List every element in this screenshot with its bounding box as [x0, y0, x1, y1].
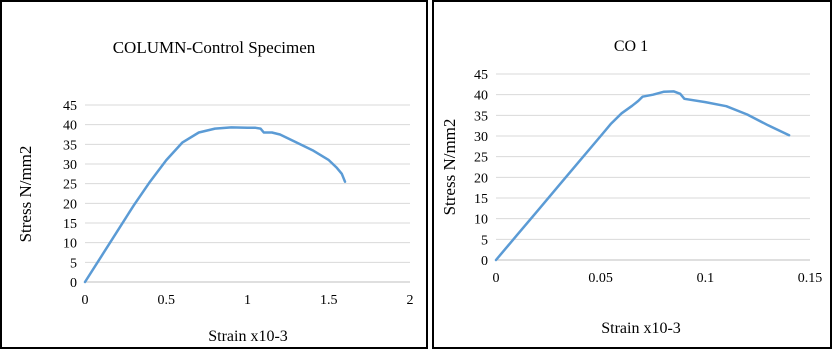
chart-title: CO 1 — [614, 38, 648, 55]
x-axis-label: Strain x10-3 — [601, 320, 681, 337]
chart-control-svg: 0 5 10 15 20 25 30 35 40 45 0 0.5 1 1.5 2 COLUMN-Contro… — [16, 38, 414, 345]
y-tick-label: 20 — [474, 171, 488, 186]
chart-panel-control: 0 5 10 15 20 25 30 35 40 45 0 0.5 1 1.5 2 COLUMN-Contro… — [0, 0, 428, 349]
y-tick-label: 40 — [474, 89, 488, 104]
x-tick-label: 0 — [82, 293, 89, 308]
y-tick-label: 25 — [63, 178, 77, 193]
y-tick-label: 35 — [474, 109, 488, 124]
y-tick-label: 20 — [63, 197, 77, 212]
y-tick-label: 35 — [63, 138, 77, 153]
y-tick-label: 15 — [474, 192, 488, 207]
y-tick-label: 45 — [63, 99, 77, 114]
y-tick-label: 45 — [474, 68, 488, 83]
panel-divider — [428, 0, 432, 349]
chart-panel-co1: 0 5 10 15 20 25 30 35 40 45 0 0.05 0.1 0.15 CO 1 Strain… — [432, 0, 832, 349]
y-tick-label: 30 — [474, 130, 488, 145]
x-tick-label: 2 — [407, 293, 414, 308]
x-tick-label: 1 — [244, 293, 251, 308]
y-axis-label: Stress N/mm2 — [440, 119, 459, 216]
y-tick-label: 15 — [63, 217, 77, 232]
chart-title: COLUMN-Control Specimen — [113, 38, 316, 57]
y-tick-label: 10 — [474, 213, 488, 228]
data-series-line — [494, 90, 791, 262]
chart-co1-svg: 0 5 10 15 20 25 30 35 40 45 0 0.05 0.1 0.15 CO 1 Strain… — [440, 38, 823, 337]
x-axis-label: Strain x10-3 — [208, 328, 288, 345]
y-tick-label: 40 — [63, 119, 77, 134]
y-axis-label: Stress N/mm2 — [16, 146, 35, 243]
y-tick-label: 0 — [70, 276, 77, 291]
x-tick-label: 1.5 — [320, 293, 338, 308]
x-tick-label: 0.05 — [588, 271, 613, 286]
x-tick-label: 0.15 — [798, 271, 823, 286]
data-series-line — [83, 126, 347, 284]
x-tick-label: 0.1 — [697, 271, 715, 286]
y-tick-label: 25 — [474, 151, 488, 166]
y-tick-label: 30 — [63, 158, 77, 173]
x-tick-label: 0.5 — [158, 293, 176, 308]
y-tick-label: 0 — [481, 254, 488, 269]
y-tick-label: 5 — [70, 256, 77, 271]
y-tick-label: 10 — [63, 237, 77, 252]
x-tick-label: 0 — [493, 271, 500, 286]
y-tick-label: 5 — [481, 233, 488, 248]
